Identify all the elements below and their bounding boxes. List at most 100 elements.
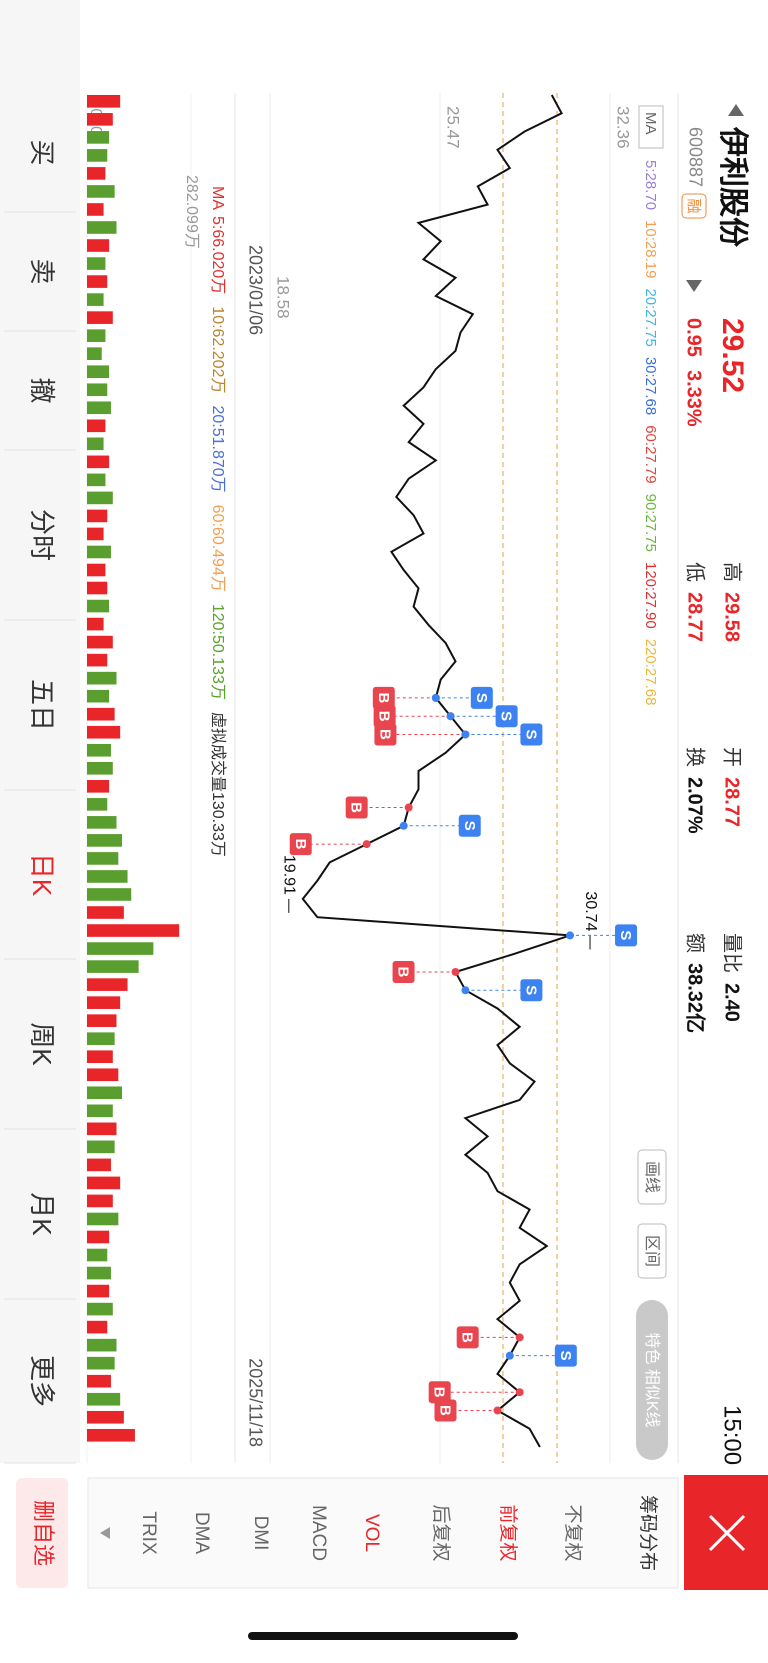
volume-bar — [86, 221, 117, 234]
indicator-item[interactable]: DMI — [250, 1516, 271, 1551]
volume-bar — [86, 185, 115, 198]
volume-bar — [86, 671, 117, 685]
bottom-tab[interactable]: 日K — [27, 853, 57, 897]
volume-bar — [87, 942, 154, 955]
bottom-tab[interactable]: 卖 — [27, 258, 57, 284]
vol-ma-value: 10:62.202万 — [209, 306, 226, 393]
stock-name: 伊利股份 — [716, 126, 749, 247]
volume-bar — [86, 1032, 115, 1046]
volume-bar — [86, 491, 113, 505]
marker-box — [434, 1399, 457, 1422]
bottom-tab[interactable]: 更多 — [27, 1355, 57, 1407]
annotation: 19.91 — [281, 855, 298, 895]
volume-bar — [86, 1014, 117, 1027]
marker-label: B — [348, 802, 365, 813]
vol-ma-value: 120:50.133万 — [209, 604, 226, 700]
bottom-tab[interactable]: 周K — [27, 1022, 57, 1066]
volume-bar — [87, 1176, 121, 1190]
quote-label: 量比 — [721, 933, 744, 973]
marker-label: B — [431, 1387, 448, 1398]
bottom-tab[interactable]: 月K — [27, 1192, 57, 1236]
volume-bar — [86, 329, 106, 342]
volume-bar — [87, 725, 121, 739]
indicator-title: 筹码分布 — [637, 1495, 659, 1571]
badge-box — [681, 193, 707, 219]
prev-arrow[interactable] — [728, 104, 744, 116]
bottom-tab[interactable]: 撤 — [27, 377, 57, 403]
marker-label: S — [461, 821, 478, 831]
marker-label: S — [557, 1351, 574, 1361]
indicator-item[interactable]: VOL — [361, 1514, 382, 1552]
tool-range[interactable]: 区间 — [643, 1235, 661, 1267]
ma-value: 5:28.70 — [642, 160, 659, 210]
marker-box — [428, 1381, 451, 1404]
vol-ma-value: 20:51.870万 — [209, 405, 226, 492]
marker-box — [374, 723, 397, 746]
volume-bar — [86, 743, 111, 757]
ma-selector[interactable] — [638, 105, 664, 149]
tool-draw[interactable]: 画线 — [643, 1161, 661, 1193]
volume-bar — [86, 581, 108, 595]
vol-tick-label: 282.099万 — [183, 175, 200, 249]
volume-bar — [86, 1302, 113, 1316]
marker-label: B — [375, 692, 392, 703]
tool-pill[interactable] — [636, 1300, 668, 1460]
bottom-tab[interactable]: 分时 — [27, 509, 57, 561]
indicator-item[interactable]: TRIX — [138, 1511, 159, 1555]
vol-ma-value: 虚拟成交量130.33万 — [209, 712, 227, 857]
volume-bar — [86, 599, 110, 613]
volume-bar — [86, 563, 106, 577]
marker-box — [554, 1344, 577, 1367]
marker-box — [345, 796, 368, 819]
volume-bar — [87, 1392, 121, 1406]
indicator-item[interactable]: DMA — [191, 1512, 212, 1555]
marker-box — [458, 814, 481, 837]
indicator-item[interactable]: 不复权 — [562, 1504, 584, 1561]
tool-box[interactable] — [637, 1149, 667, 1205]
tool-similar[interactable]: 特色 相似K线 — [643, 1332, 661, 1427]
volume-bar — [87, 1410, 124, 1424]
volume-bar — [86, 1266, 111, 1280]
volume-bar — [87, 1086, 123, 1100]
bottom-tab[interactable]: 五日 — [27, 679, 57, 731]
marker-box — [289, 833, 312, 856]
volume-bar — [87, 834, 123, 847]
quote-value: 29.58 — [721, 592, 743, 642]
volume-bar — [86, 689, 110, 703]
indicator-item[interactable]: 前复权 — [497, 1504, 519, 1561]
marker-box — [495, 705, 518, 728]
volume-bar — [86, 149, 108, 162]
volume-bar — [87, 996, 121, 1009]
quote-value: 38.32亿 — [684, 963, 708, 1033]
quote-label: 低 — [684, 562, 707, 582]
vol-ma-value: 60:60.494万 — [209, 505, 226, 592]
price: 29.52 — [716, 318, 749, 393]
marker-label: S — [617, 930, 634, 940]
time: 15:00 — [719, 1405, 746, 1465]
volume-bar — [86, 1212, 119, 1226]
vol-ma-value: 5:66.020万 — [209, 216, 226, 294]
quote-label: 额 — [684, 933, 707, 953]
ma-value: 10:28.19 — [642, 220, 659, 278]
indicator-item[interactable]: 后复权 — [430, 1504, 452, 1561]
quote-label: 换 — [684, 747, 707, 767]
marker-label: B — [376, 711, 393, 722]
ma-value: 220:27.68 — [642, 639, 659, 706]
volume-bar — [86, 1230, 110, 1244]
ma-value: 90:27.75 — [642, 494, 659, 552]
volume-bar — [86, 1320, 108, 1334]
price-line — [301, 94, 571, 1448]
home-indicator — [248, 1632, 518, 1640]
delete-button[interactable] — [16, 1478, 68, 1588]
marker-label: B — [376, 729, 393, 740]
bottom-tab[interactable]: 买 — [27, 139, 57, 165]
volume-bar — [86, 1122, 117, 1136]
volume-bar — [87, 888, 132, 901]
indicator-item[interactable]: MACD — [308, 1505, 329, 1561]
tool-box[interactable] — [637, 1223, 667, 1279]
marker-label: S — [522, 985, 539, 995]
